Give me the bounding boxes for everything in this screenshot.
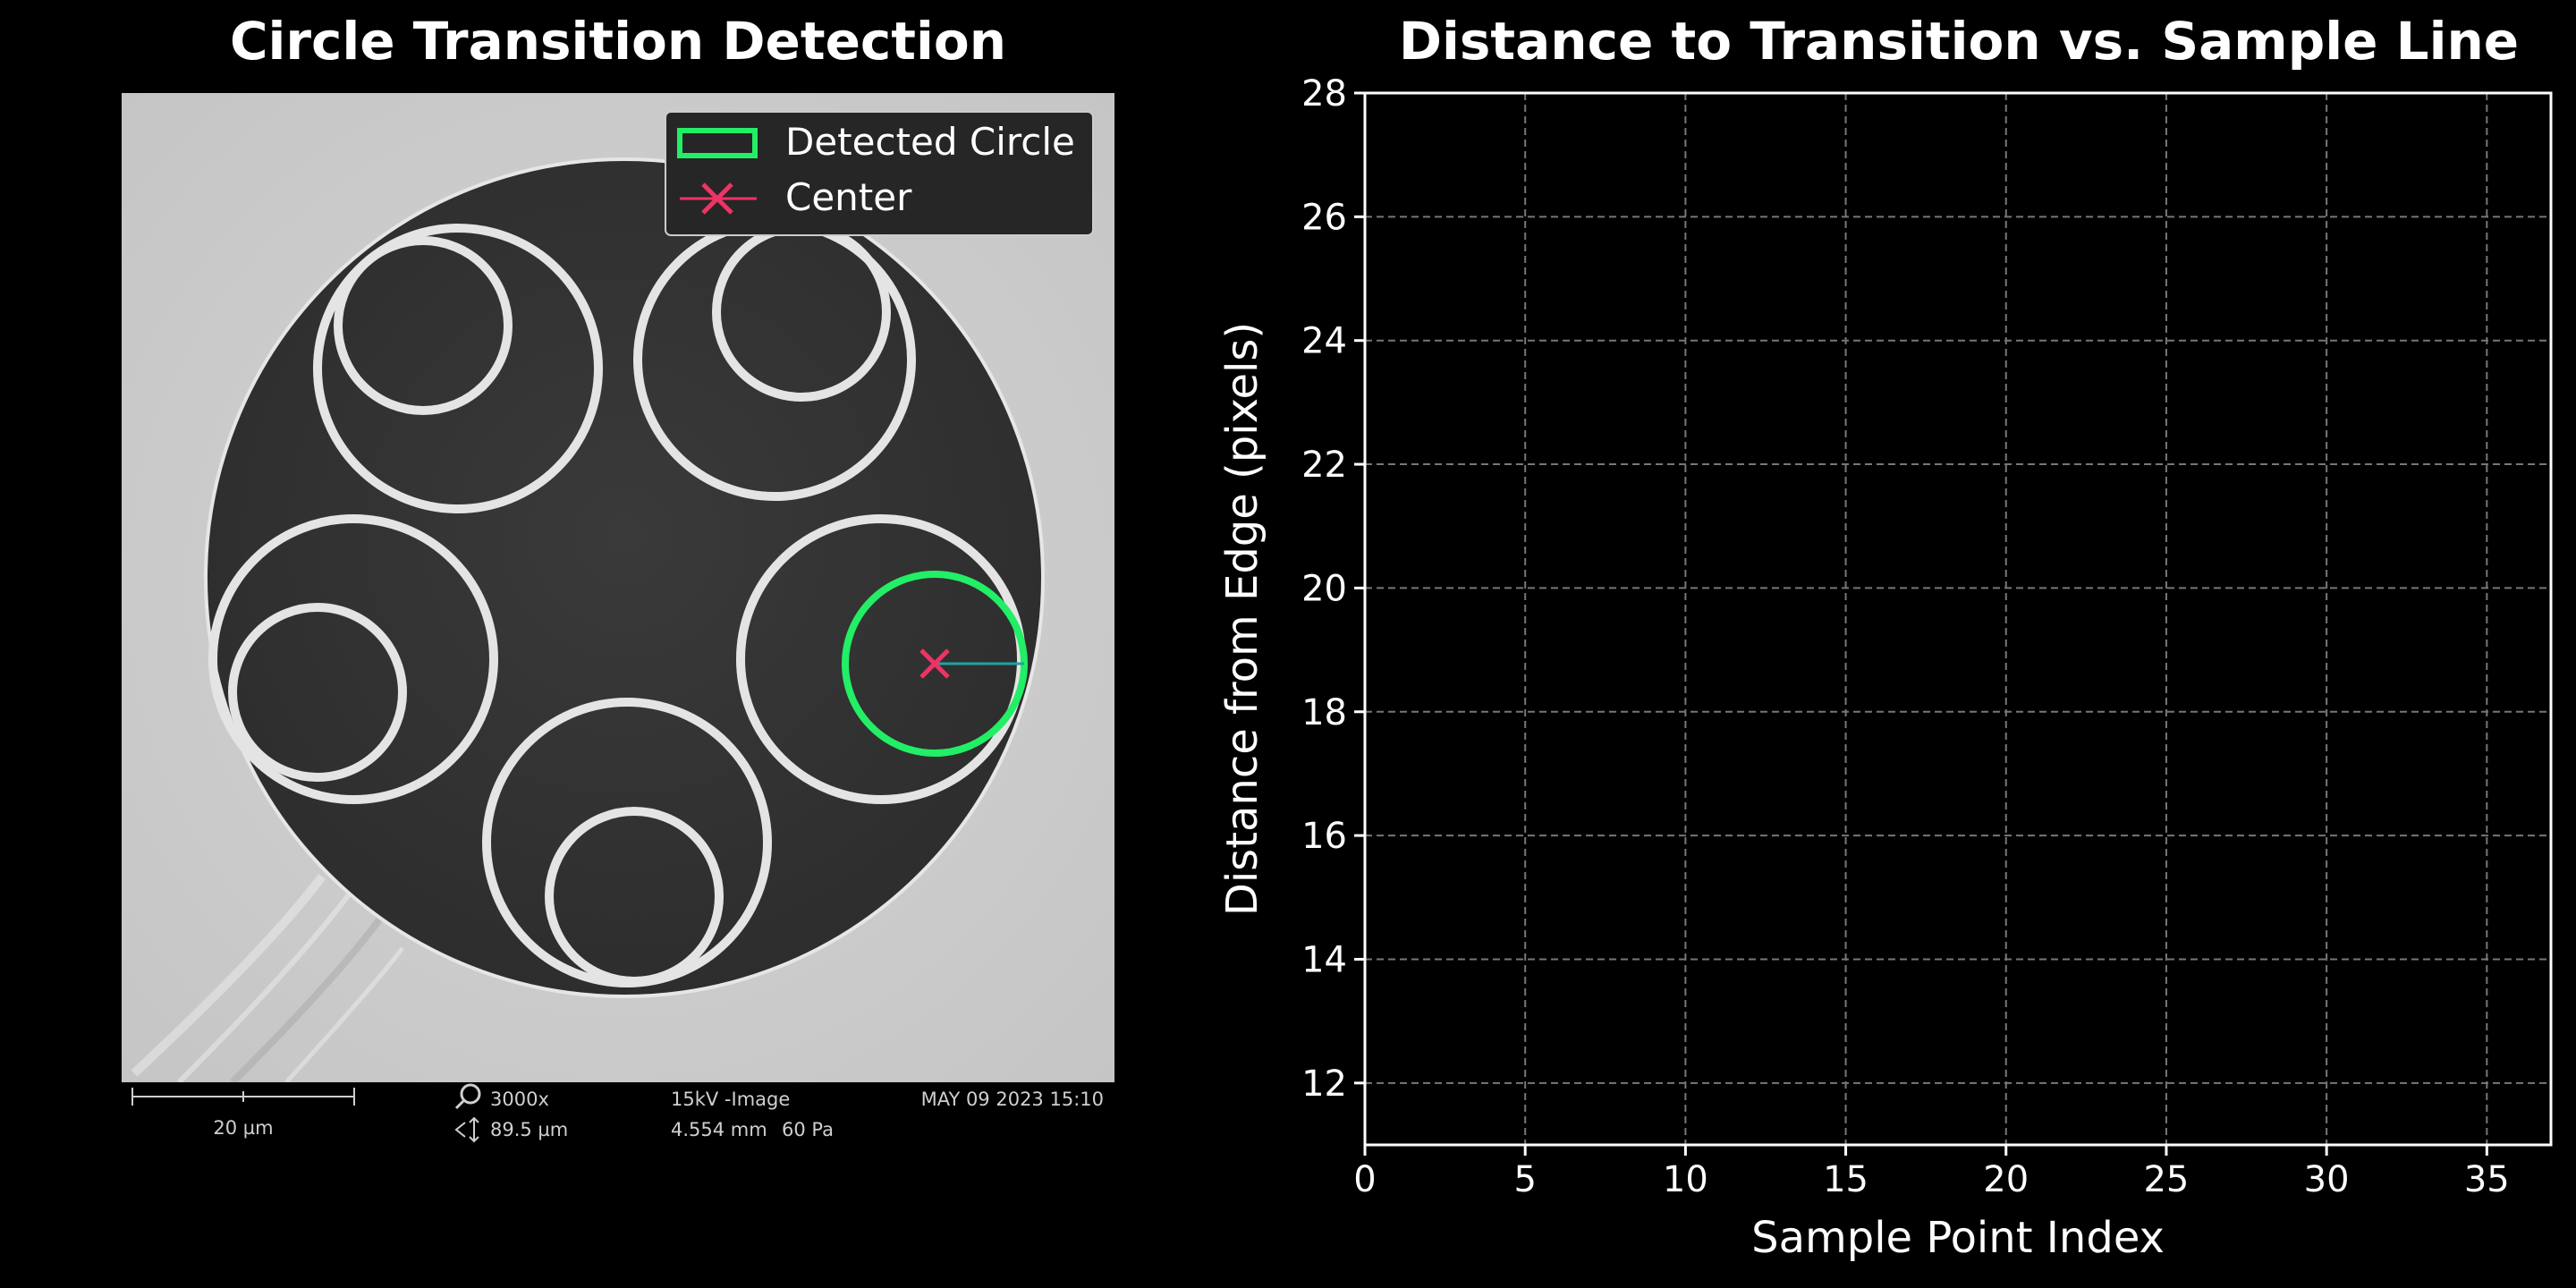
- left-chart-title: Circle Transition Detection: [230, 11, 1006, 72]
- x-tick-label: 15: [1823, 1159, 1868, 1200]
- plot-frame: [1363, 91, 2553, 1147]
- x-tick-label: 30: [2304, 1159, 2350, 1200]
- x-axis-label: Sample Point Index: [1751, 1213, 2165, 1263]
- sem-ring-outer: [313, 224, 603, 513]
- pressure-value: 60 Pa: [782, 1119, 834, 1140]
- sem-image: Detected Circle Center: [122, 93, 1114, 1082]
- timestamp-value: MAY 09 2023 15:10: [921, 1089, 1104, 1110]
- legend-detected-circle-swatch: [677, 128, 758, 158]
- legend-box: [665, 111, 1094, 236]
- magnification-value: 3000x: [490, 1089, 549, 1110]
- x-tick-label: 35: [2464, 1159, 2510, 1200]
- x-tick-label: 0: [1353, 1159, 1376, 1200]
- field-width-value: 89.5 µm: [490, 1119, 568, 1140]
- center-marker: [919, 648, 950, 679]
- y-axis: 12 14 16 18 20 22 24 26 28: [1301, 73, 1365, 1105]
- right-chart-title: Distance to Transition vs. Sample Line: [1399, 11, 2519, 72]
- plot-area: [1365, 93, 2551, 1145]
- mode-value: 15kV -Image: [671, 1089, 790, 1110]
- x-tick-label: 10: [1663, 1159, 1708, 1200]
- field-width-icon: [454, 1116, 479, 1143]
- scalebar: [131, 1088, 355, 1106]
- y-tick-label: 24: [1301, 321, 1347, 362]
- legend-center-x-icon: [701, 182, 733, 215]
- y-tick-label: 22: [1301, 445, 1347, 486]
- y-tick-label: 12: [1301, 1063, 1347, 1105]
- working-distance-value: 4.554 mm: [671, 1119, 767, 1140]
- legend-center-label: Center: [785, 175, 912, 219]
- y-tick-label: 16: [1301, 816, 1347, 857]
- x-tick-label: 5: [1513, 1159, 1536, 1200]
- y-tick-label: 26: [1301, 197, 1347, 238]
- y-tick-label: 20: [1301, 568, 1347, 609]
- sem-ring-inner: [545, 807, 724, 986]
- scalebar-label: 20 µm: [213, 1117, 273, 1139]
- x-axis: 0 5 10 15 20 25 30 35: [1353, 1145, 2510, 1200]
- magnifier-icon: [454, 1083, 481, 1110]
- legend-detected-circle-label: Detected Circle: [785, 120, 1075, 164]
- sem-streaks: [131, 873, 404, 1082]
- sem-ring-inner: [228, 603, 407, 782]
- x-tick-label: 25: [2143, 1159, 2189, 1200]
- legend: Detected Circle Center: [665, 111, 1094, 236]
- x-tick-label: 20: [1983, 1159, 2029, 1200]
- y-tick-label: 14: [1301, 939, 1347, 980]
- y-tick-label: 28: [1301, 73, 1347, 114]
- sem-ring-outer: [208, 514, 498, 804]
- left-panel: Circle Transition Detection: [122, 11, 1114, 1143]
- sem-ring-inner: [334, 236, 513, 415]
- y-axis-label: Distance from Edge (pixels): [1217, 322, 1267, 916]
- sem-info-bar: 20 µm 3000x 89.5 µm 15kV -Image 4.554 mm…: [131, 1083, 1104, 1143]
- y-tick-label: 18: [1301, 692, 1347, 733]
- right-panel: Distance to Transition vs. Sample Line 0…: [1217, 11, 2553, 1263]
